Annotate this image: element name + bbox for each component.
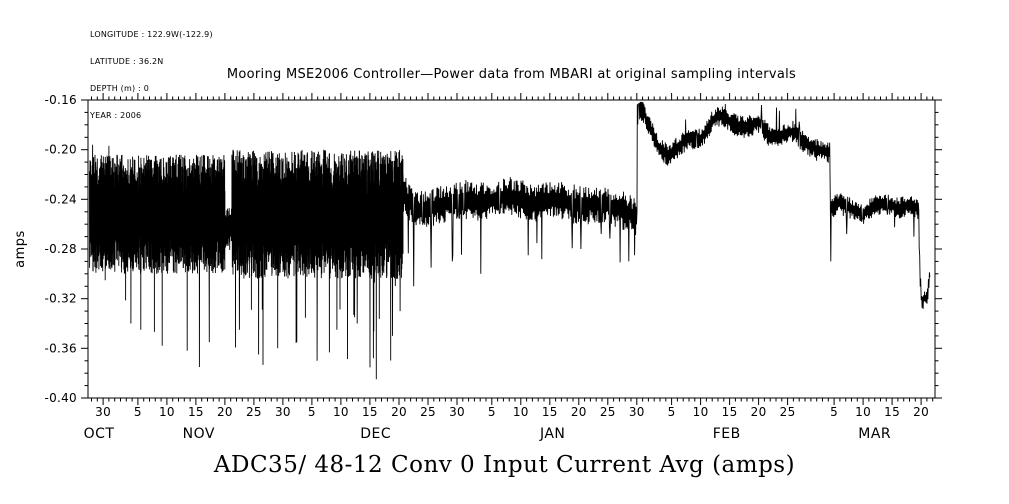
x-tick-label: 25 bbox=[246, 405, 262, 419]
x-tick-label: 30 bbox=[629, 405, 645, 419]
x-tick-label: 15 bbox=[188, 405, 204, 419]
x-tick-label: 25 bbox=[600, 405, 616, 419]
metadata-latitude: LATITUDE : 36.2N bbox=[90, 57, 164, 66]
x-tick-label: 30 bbox=[275, 405, 291, 419]
month-label: OCT bbox=[84, 426, 115, 442]
x-tick-label: 25 bbox=[420, 405, 436, 419]
x-tick-label: 10 bbox=[693, 405, 709, 419]
metadata-block: LONGITUDE : 122.9W(-122.9) LATITUDE : 36… bbox=[90, 12, 213, 138]
x-tick-label: 20 bbox=[913, 405, 929, 419]
x-tick-label: 5 bbox=[668, 405, 676, 419]
x-tick-label: 30 bbox=[449, 405, 465, 419]
x-tick-label: 30 bbox=[95, 405, 111, 419]
x-tick-label: 25 bbox=[780, 405, 796, 419]
metadata-depth: DEPTH (m) : 0 bbox=[90, 84, 149, 93]
chart-bottom-title: ADC35/ 48-12 Conv 0 Input Current Avg (a… bbox=[213, 452, 796, 478]
month-label: MAR bbox=[858, 426, 891, 442]
x-tick-label: 5 bbox=[308, 405, 316, 419]
x-tick-label: 20 bbox=[571, 405, 587, 419]
x-tick-label: 20 bbox=[751, 405, 767, 419]
x-tick-label: 15 bbox=[362, 405, 378, 419]
x-tick-label: 5 bbox=[488, 405, 496, 419]
y-tick-label: -0.24 bbox=[44, 192, 77, 206]
x-tick-label: 15 bbox=[542, 405, 558, 419]
month-label: FEB bbox=[713, 426, 741, 442]
y-tick-label: -0.28 bbox=[44, 242, 77, 256]
month-label: DEC bbox=[360, 426, 391, 442]
metadata-year: YEAR : 2006 bbox=[90, 111, 142, 120]
y-axis-title: amps bbox=[13, 230, 28, 268]
x-tick-label: 10 bbox=[159, 405, 175, 419]
y-tick-label: -0.20 bbox=[44, 143, 77, 157]
x-tick-label: 20 bbox=[217, 405, 233, 419]
y-tick-label: -0.32 bbox=[44, 292, 77, 306]
chart-title: Mooring MSE2006 Controller—Power data fr… bbox=[226, 67, 797, 82]
x-tick-label: 10 bbox=[333, 405, 349, 419]
y-tick-label: -0.40 bbox=[44, 391, 77, 405]
month-label: JAN bbox=[539, 426, 565, 442]
x-tick-label: 15 bbox=[722, 405, 738, 419]
y-tick-label: -0.36 bbox=[44, 341, 77, 355]
y-tick-label: -0.16 bbox=[44, 93, 77, 107]
x-tick-label: 15 bbox=[884, 405, 900, 419]
x-tick-label: 10 bbox=[513, 405, 529, 419]
metadata-longitude: LONGITUDE : 122.9W(-122.9) bbox=[90, 30, 213, 39]
x-tick-label: 10 bbox=[855, 405, 871, 419]
x-tick-label: 5 bbox=[134, 405, 142, 419]
x-tick-label: 20 bbox=[391, 405, 407, 419]
data-series-line bbox=[89, 101, 931, 380]
month-label: NOV bbox=[183, 426, 215, 442]
x-tick-label: 5 bbox=[830, 405, 838, 419]
